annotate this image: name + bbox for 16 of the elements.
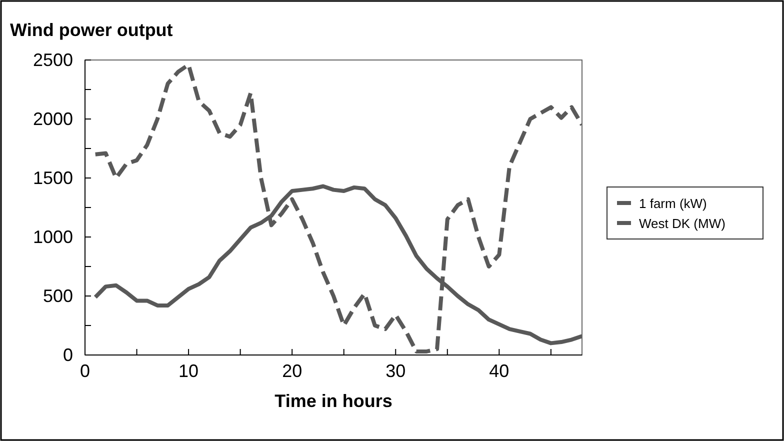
y-tick-label: 1500 xyxy=(32,168,73,188)
x-tick-label: 0 xyxy=(80,361,90,381)
x-tick-label: 30 xyxy=(386,361,406,381)
y-tick-label: 2000 xyxy=(32,109,73,129)
x-axis-title: Time in hours xyxy=(274,391,392,411)
y-tick-label: 0 xyxy=(62,345,73,365)
y-tick-label: 500 xyxy=(42,286,73,306)
legend-label: West DK (MW) xyxy=(639,216,726,231)
x-tick-label: 40 xyxy=(489,361,510,381)
y-tick-label: 2500 xyxy=(32,50,73,70)
y-tick-label: 1000 xyxy=(32,227,73,247)
chart-title: Wind power output xyxy=(10,20,173,40)
x-tick-label: 10 xyxy=(178,361,199,381)
line-series xyxy=(93,62,582,354)
x-tick-label: 20 xyxy=(282,361,302,381)
legend-label: 1 farm (kW) xyxy=(639,196,707,211)
